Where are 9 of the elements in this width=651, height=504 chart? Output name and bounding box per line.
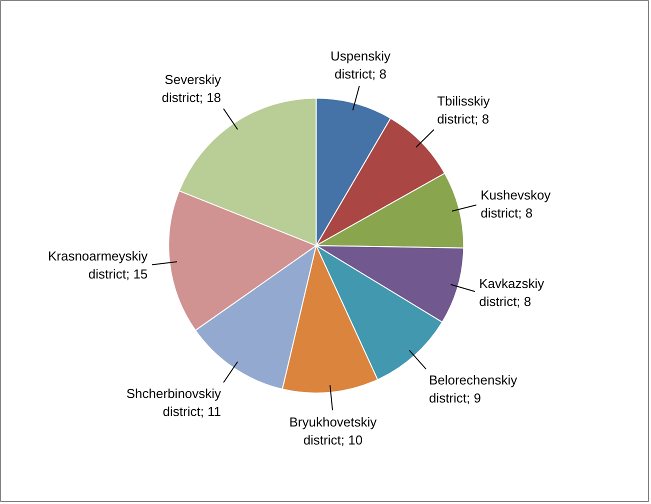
slice-label: Tbilisskiy district; 8	[437, 94, 490, 127]
slice-label: Kavkazskiy district; 8	[479, 276, 545, 310]
slice-label: Krasnoarmeyskiy district; 15	[48, 248, 148, 282]
slice-label: Bryukhovetskiy district; 10	[289, 414, 378, 448]
slice-label: Belorechenskiy district; 9	[428, 372, 518, 406]
slice-label: Uspenskiy district; 8	[330, 48, 391, 82]
slice-label: Kushevskoy district; 8	[480, 187, 552, 220]
slice-label: Severskiy district; 18	[162, 72, 222, 106]
slice-label: Shcherbinovskiy district; 11	[126, 386, 222, 420]
